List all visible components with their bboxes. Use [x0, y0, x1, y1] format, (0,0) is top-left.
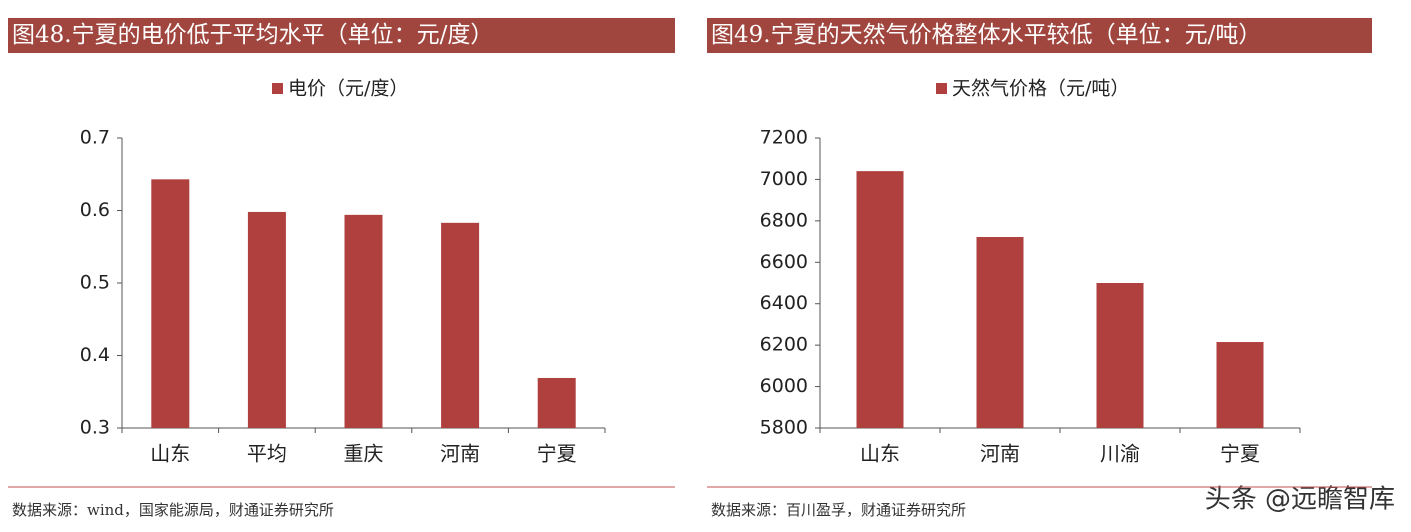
bar [441, 222, 480, 428]
y-tick-label: 0.4 [80, 344, 110, 366]
x-tick-label: 河南 [440, 442, 480, 466]
title-bar [8, 18, 675, 53]
y-tick-label: 6800 [760, 209, 808, 231]
chart-title: 图49.宁夏的天然气价格整体水平较低（单位：元/吨） [711, 22, 1261, 48]
bar [151, 179, 190, 428]
x-tick-label: 宁夏 [1220, 442, 1260, 466]
y-tick-label: 7000 [760, 168, 808, 190]
y-tick-label: 0.3 [80, 417, 110, 439]
bar [1216, 342, 1264, 428]
source-note: 数据来源：百川盈孚，财通证券研究所 [711, 501, 966, 519]
bar [344, 214, 383, 428]
legend-swatch [272, 83, 283, 94]
x-tick-label: 山东 [860, 442, 900, 466]
y-tick-label: 6200 [760, 334, 808, 356]
x-tick-label: 宁夏 [537, 442, 577, 466]
y-tick-label: 0.6 [80, 199, 110, 221]
y-tick-label: 0.5 [80, 272, 110, 294]
bar [1096, 283, 1144, 428]
source-note: 数据来源：wind，国家能源局，财通证券研究所 [12, 501, 334, 519]
chart-title: 图48.宁夏的电价低于平均水平（单位：元/度） [12, 22, 493, 48]
bar [247, 211, 286, 428]
watermark: 头条 @远瞻智库 [1205, 485, 1395, 515]
x-tick-label: 重庆 [344, 442, 384, 466]
x-tick-label: 山东 [150, 442, 190, 466]
title-bar [707, 18, 1372, 53]
legend-label: 电价（元/度） [288, 78, 408, 100]
y-tick-label: 6600 [760, 251, 808, 273]
legend-label: 天然气价格（元/吨） [952, 78, 1129, 100]
x-tick-label: 河南 [980, 442, 1020, 466]
bar [537, 377, 576, 428]
y-tick-label: 0.7 [80, 127, 110, 149]
bar [976, 237, 1024, 428]
y-tick-label: 6000 [760, 375, 808, 397]
bar [856, 171, 904, 428]
legend-swatch [936, 83, 947, 94]
y-tick-label: 6400 [760, 292, 808, 314]
x-tick-label: 川渝 [1100, 442, 1140, 466]
x-tick-label: 平均 [247, 442, 287, 466]
y-tick-label: 5800 [760, 417, 808, 439]
y-tick-label: 7200 [760, 127, 808, 149]
